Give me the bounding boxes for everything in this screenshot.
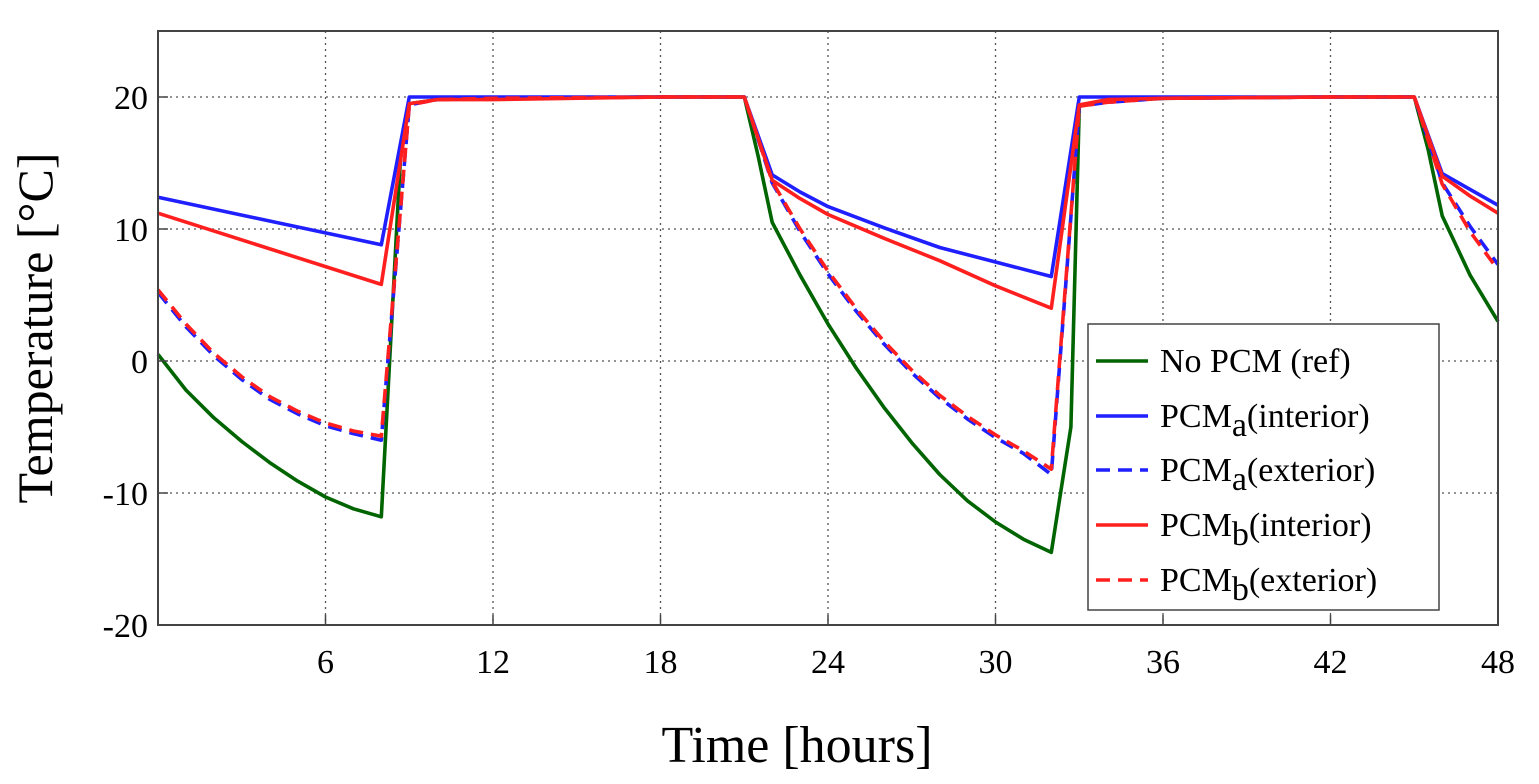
- legend-label: PCMa(interior): [1160, 398, 1370, 444]
- y-tick-label: 0: [131, 344, 148, 381]
- legend: No PCM (ref)PCMa(interior)PCMa(exterior)…: [1087, 323, 1440, 611]
- x-tick-label: 12: [476, 644, 510, 681]
- legend-label-rest: (interior): [1247, 398, 1370, 435]
- x-axis-title: Time [hours]: [661, 717, 932, 774]
- legend-label: PCMb(exterior): [1160, 562, 1377, 608]
- y-axis-title: Temperature [°C]: [7, 152, 63, 503]
- series-layer: [156, 95, 1500, 555]
- legend-label: PCMa(exterior): [1160, 452, 1375, 498]
- legend-label: No PCM (ref): [1160, 343, 1351, 380]
- y-tick-label: 20: [114, 80, 148, 117]
- legend-label-subscript: b: [1232, 516, 1249, 553]
- legend-label-main: PCM: [1160, 562, 1232, 599]
- legend-label-main: PCM: [1160, 507, 1232, 544]
- legend-box: [1087, 323, 1440, 611]
- y-tick-label: 10: [114, 212, 148, 249]
- legend-label-rest: (exterior): [1247, 452, 1375, 489]
- legend-label-rest: (exterior): [1249, 562, 1377, 599]
- legend-label-main: PCM: [1160, 452, 1232, 489]
- axis-ticks: 6 12 18 24 30 36 42 48 -20 -10 0 10 20: [103, 80, 1515, 681]
- legend-label-main: PCM: [1160, 398, 1232, 435]
- x-tick-label: 48: [1481, 644, 1515, 681]
- legend-label-main: No PCM (ref): [1160, 343, 1351, 380]
- x-tick-label: 24: [811, 644, 845, 681]
- x-tick-label: 18: [644, 644, 678, 681]
- legend-label-subscript: a: [1232, 407, 1247, 444]
- legend-label-subscript: a: [1232, 461, 1247, 498]
- x-tick-label: 36: [1146, 644, 1180, 681]
- y-tick-label: -10: [103, 476, 148, 513]
- y-tick-label: -20: [103, 608, 148, 645]
- legend-label-subscript: b: [1232, 571, 1249, 608]
- legend-label: PCMb(interior): [1160, 507, 1372, 553]
- x-tick-label: 6: [317, 644, 334, 681]
- x-tick-label: 30: [979, 644, 1013, 681]
- x-tick-label: 42: [1314, 644, 1348, 681]
- legend-label-rest: (interior): [1249, 507, 1372, 544]
